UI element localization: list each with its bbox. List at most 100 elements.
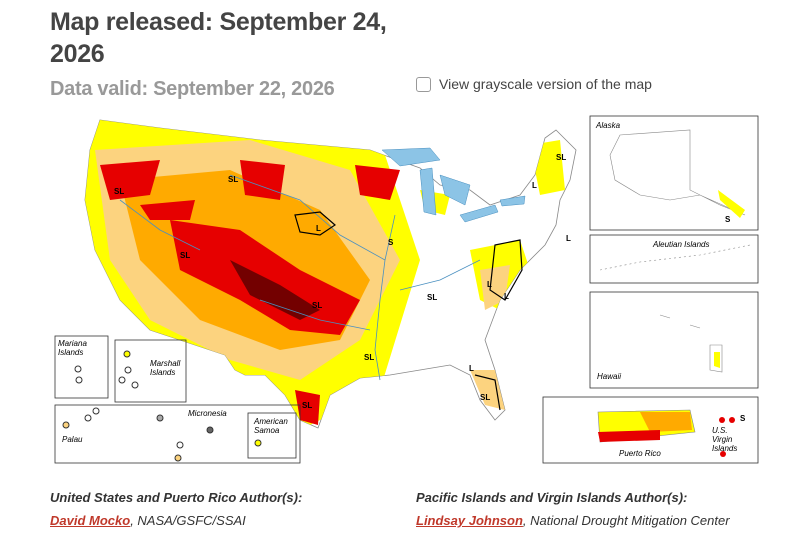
impact-label: SL xyxy=(364,353,374,362)
great-lakes-part xyxy=(439,174,471,206)
inset-shapes-part xyxy=(92,407,100,415)
inset-shapes-part xyxy=(118,376,126,384)
drought-areas-part xyxy=(470,370,505,410)
inset-shapes-part xyxy=(599,244,751,271)
impact-label: L xyxy=(566,234,571,243)
inset-label: Alaska xyxy=(595,121,621,130)
impact-label: SL xyxy=(480,393,490,402)
drought-map: SL SL L S SL SL SL SL SL L L L L L SL SL… xyxy=(54,115,759,464)
label-line: Virgin xyxy=(712,435,733,444)
impact-label: S xyxy=(388,238,394,247)
impact-label: S xyxy=(725,215,731,224)
inset-label: U.S. Virgin Islands xyxy=(712,426,737,453)
impact-label: SL xyxy=(180,251,190,260)
inset-shapes-part xyxy=(640,412,692,432)
inset-shapes-part xyxy=(75,376,83,384)
author-link[interactable]: Lindsay Johnson xyxy=(416,513,523,528)
impact-label: SL xyxy=(114,187,124,196)
inset-label: Mariana Islands xyxy=(58,339,87,357)
impact-label: L xyxy=(504,292,509,301)
author-line: David Mocko, NASA/GSFC/SSAI xyxy=(50,513,302,528)
author-heading: United States and Puerto Rico Author(s): xyxy=(50,490,303,505)
toggle-label[interactable]: View grayscale version of the map xyxy=(439,76,652,92)
rivers-part xyxy=(374,214,396,381)
label-line: Samoa xyxy=(254,426,280,435)
label-line: Islands xyxy=(712,444,737,453)
inset-shapes-part xyxy=(659,314,723,373)
label-line: U.S. xyxy=(712,426,728,435)
rivers-part xyxy=(229,174,386,261)
inset-label: Palau xyxy=(62,435,83,444)
impact-boundaries-part xyxy=(474,374,501,411)
label-line: Marshall xyxy=(150,359,180,368)
label-line: Islands xyxy=(150,368,175,377)
drought-areas-part xyxy=(295,390,320,425)
insets-part xyxy=(114,339,187,403)
impact-label: SL xyxy=(427,293,437,302)
insets-part xyxy=(54,335,109,399)
insets-part xyxy=(542,396,759,464)
great-lakes-part xyxy=(459,204,499,223)
drought-areas-part xyxy=(100,160,160,200)
conus xyxy=(84,119,577,429)
grayscale-toggle[interactable]: View grayscale version of the map xyxy=(416,76,652,92)
rivers-part xyxy=(119,199,201,251)
drought-areas-part xyxy=(240,160,285,200)
inset-shapes-part xyxy=(720,451,726,457)
insets-part xyxy=(54,404,301,464)
inset-shapes-part xyxy=(156,414,164,422)
drought-areas-part xyxy=(355,165,400,200)
rivers-part xyxy=(399,259,481,291)
author-heading: Pacific Islands and Virgin Islands Autho… xyxy=(416,490,688,505)
inset-shapes-part xyxy=(714,352,720,368)
impact-label: SL xyxy=(302,401,312,410)
inset-shapes-part xyxy=(729,417,735,423)
author-block: United States and Puerto Rico Author(s):… xyxy=(50,490,302,528)
great-lakes-part xyxy=(381,147,441,167)
checkbox[interactable] xyxy=(416,76,431,92)
inset-shapes-part xyxy=(174,454,182,462)
inset-label: Aleutian Islands xyxy=(652,240,709,249)
drought-areas-part xyxy=(140,200,195,220)
impact-label: S xyxy=(740,414,746,423)
rivers xyxy=(119,174,481,381)
great-lakes xyxy=(381,147,526,223)
impact-label: SL xyxy=(228,175,238,184)
inset-shapes-part xyxy=(124,366,132,374)
inset-shapes-part xyxy=(609,129,746,216)
insets xyxy=(54,115,759,464)
impact-label: SL xyxy=(556,153,566,162)
impact-label: SL xyxy=(312,301,322,310)
inset-shapes-part xyxy=(206,426,214,434)
inset-shapes-part xyxy=(254,439,262,447)
inset-shapes-part xyxy=(131,381,139,389)
inset-shapes-part xyxy=(598,430,660,442)
inset-label: Marshall Islands xyxy=(150,359,180,377)
impact-label: L xyxy=(316,224,321,233)
insets-part xyxy=(589,234,759,284)
inset-label: American Samoa xyxy=(253,417,288,435)
insets-part xyxy=(589,291,759,389)
inset-label: Puerto Rico xyxy=(619,449,661,458)
author-block: Pacific Islands and Virgin Islands Autho… xyxy=(416,490,730,528)
impact-label: L xyxy=(532,181,537,190)
impact-label: L xyxy=(487,280,492,289)
inset-shapes-part xyxy=(74,365,82,373)
insets-part xyxy=(247,412,297,459)
drought-areas-part xyxy=(230,260,320,320)
inset-shapes-part xyxy=(176,441,184,449)
inset-shapes-part xyxy=(719,417,725,423)
rivers-part xyxy=(259,299,371,331)
title: Map released: September 24, 2026 xyxy=(50,8,387,68)
inset-shapes xyxy=(62,129,751,462)
subtitle: Data valid: September 22, 2026 xyxy=(50,78,335,100)
impact-boundaries-part xyxy=(294,211,336,236)
inset-label: Micronesia xyxy=(188,409,227,418)
impact-label: L xyxy=(469,364,474,373)
impact-boundaries xyxy=(294,211,523,411)
impact-boundaries-part xyxy=(489,239,523,301)
insets-part xyxy=(589,115,759,231)
inset-shapes-part xyxy=(62,421,70,429)
author-link[interactable]: David Mocko xyxy=(50,513,131,528)
